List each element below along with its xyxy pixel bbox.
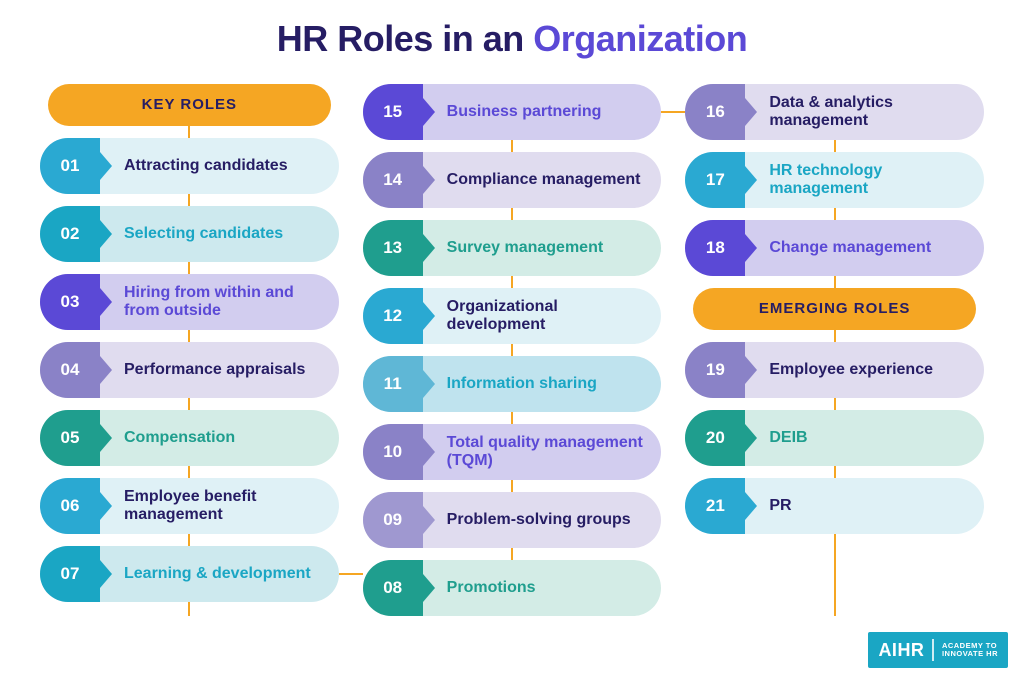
role-item: 03Hiring from within and from outside <box>40 274 339 330</box>
role-label: Organizational development <box>423 298 662 335</box>
role-item: 10Total quality management (TQM) <box>363 424 662 480</box>
column-2: 15Business partnering 14Compliance manage… <box>363 84 662 616</box>
role-label: Compensation <box>100 429 249 447</box>
role-item: 16Data & analytics management <box>685 84 984 140</box>
role-item: 14Compliance management <box>363 152 662 208</box>
role-label: Change management <box>745 239 945 257</box>
role-number-badge: 12 <box>363 288 423 344</box>
role-label: Survey management <box>423 239 618 257</box>
role-number-badge: 19 <box>685 342 745 398</box>
role-label: Promotions <box>423 579 550 597</box>
role-label: Attracting candidates <box>100 157 302 175</box>
section-header: KEY ROLES <box>48 84 331 126</box>
role-number-badge: 07 <box>40 546 100 602</box>
role-number-badge: 11 <box>363 356 423 412</box>
role-label: Compliance management <box>423 171 655 189</box>
role-number-badge: 20 <box>685 410 745 466</box>
column-1: KEY ROLES 01Attracting candidates 02Select… <box>40 84 339 616</box>
role-number-badge: 17 <box>685 152 745 208</box>
role-item: 02Selecting candidates <box>40 206 339 262</box>
connector-15-16 <box>661 111 685 113</box>
role-item: 04Performance appraisals <box>40 342 339 398</box>
role-item: 15Business partnering <box>363 84 662 140</box>
role-item: 13Survey management <box>363 220 662 276</box>
column-3: 16Data & analytics management17HR techno… <box>685 84 984 616</box>
role-item: 21PR <box>685 478 984 534</box>
role-label: Total quality management (TQM) <box>423 434 662 471</box>
role-item: 01Attracting candidates <box>40 138 339 194</box>
role-number-badge: 15 <box>363 84 423 140</box>
role-label: Employee benefit management <box>100 488 339 525</box>
role-number-badge: 14 <box>363 152 423 208</box>
role-number-badge: 04 <box>40 342 100 398</box>
role-item: 20DEIB <box>685 410 984 466</box>
role-label: Employee experience <box>745 361 947 379</box>
role-number-badge: 06 <box>40 478 100 534</box>
role-number-badge: 03 <box>40 274 100 330</box>
role-item: 12Organizational development <box>363 288 662 344</box>
role-item: 07Learning & development <box>40 546 339 602</box>
role-label: Hiring from within and from outside <box>100 284 339 321</box>
role-label: HR technology management <box>745 162 984 199</box>
role-label: Problem-solving groups <box>423 511 645 529</box>
logo-text-small: ACADEMY TOINNOVATE HR <box>942 642 998 658</box>
role-number-badge: 09 <box>363 492 423 548</box>
section-header: EMERGING ROLES <box>693 288 976 330</box>
role-item: 09Problem-solving groups <box>363 492 662 548</box>
role-label: Data & analytics management <box>745 94 984 131</box>
role-number-badge: 16 <box>685 84 745 140</box>
role-item: 17HR technology management <box>685 152 984 208</box>
role-item: 08Promotions <box>363 560 662 616</box>
role-number-badge: 05 <box>40 410 100 466</box>
role-number-badge: 13 <box>363 220 423 276</box>
role-label: Business partnering <box>423 103 616 121</box>
role-number-badge: 02 <box>40 206 100 262</box>
role-label: Selecting candidates <box>100 225 297 243</box>
role-number-badge: 08 <box>363 560 423 616</box>
role-label: Information sharing <box>423 375 611 393</box>
role-number-badge: 01 <box>40 138 100 194</box>
role-number-badge: 18 <box>685 220 745 276</box>
role-number-badge: 21 <box>685 478 745 534</box>
role-item: 06Employee benefit management <box>40 478 339 534</box>
role-label: Performance appraisals <box>100 361 319 379</box>
columns-container: KEY ROLES 01Attracting candidates 02Select… <box>0 60 1024 616</box>
title-part-a: HR Roles in an <box>277 18 534 59</box>
role-item: 18Change management <box>685 220 984 276</box>
logo-separator <box>932 639 934 661</box>
role-item: 19Employee experience <box>685 342 984 398</box>
role-item: 05Compensation <box>40 410 339 466</box>
page-title: HR Roles in an Organization <box>0 0 1024 60</box>
aihr-logo: AIHR ACADEMY TOINNOVATE HR <box>868 632 1008 668</box>
role-number-badge: 10 <box>363 424 423 480</box>
connector-07-08 <box>339 573 363 575</box>
role-item: 11Information sharing <box>363 356 662 412</box>
title-part-b: Organization <box>533 18 747 59</box>
role-label: Learning & development <box>100 565 325 583</box>
logo-text-big: AIHR <box>878 640 924 661</box>
